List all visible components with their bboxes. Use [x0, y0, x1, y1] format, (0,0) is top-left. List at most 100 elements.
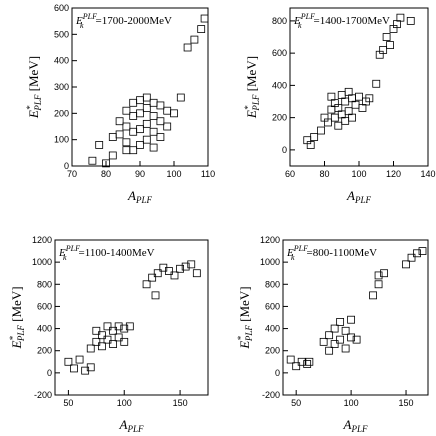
- point-box: [310, 133, 319, 141]
- point-box: [327, 105, 336, 114]
- point-box: [418, 247, 427, 255]
- y-tick-label: 0: [282, 145, 287, 155]
- point-box: [153, 269, 162, 278]
- point-box: [129, 146, 138, 155]
- point-box: [358, 104, 367, 112]
- ylabel-unit: [MeV]: [9, 286, 24, 325]
- y-tick-label: 1200: [32, 235, 52, 245]
- point-box: [108, 133, 117, 141]
- point-box: [374, 271, 383, 280]
- point-box: [330, 340, 339, 348]
- point-box: [120, 337, 129, 346]
- point-box: [114, 322, 123, 331]
- ann-rest: =1100-1400MeV: [79, 247, 155, 259]
- point-box: [176, 93, 185, 102]
- point-box: [86, 344, 95, 353]
- x-tick-label: 70: [67, 169, 77, 179]
- y-axis-label: E*PLF [MeV]: [243, 56, 261, 119]
- ylabel-sub: PLF: [244, 325, 254, 343]
- point-box: [156, 101, 165, 110]
- y-tick-label: 800: [37, 279, 52, 289]
- energy-annotation: EPLF k =1100-1400MeV: [58, 244, 155, 262]
- ylabel-main: E: [9, 341, 24, 350]
- point-box: [190, 35, 199, 44]
- point-box: [187, 260, 196, 269]
- point-box: [348, 113, 357, 122]
- point-box: [163, 122, 172, 131]
- x-tick-label: 50: [63, 398, 73, 408]
- point-box: [109, 340, 117, 348]
- point-box: [149, 143, 158, 152]
- ylabel-sup: *: [25, 105, 35, 110]
- ann-sup: PLF: [300, 12, 315, 21]
- x-tick-label: 90: [135, 169, 145, 179]
- point-box: [142, 93, 151, 102]
- point-box: [306, 141, 315, 149]
- ann-rest: =1400-1700MeV: [314, 15, 391, 27]
- point-box: [92, 326, 101, 335]
- xlabel-main: A: [119, 417, 128, 432]
- point-box: [352, 335, 361, 344]
- point-box: [197, 25, 206, 33]
- point-box: [114, 333, 123, 342]
- point-box: [103, 322, 112, 331]
- ann-rest: =800-1100MeV: [307, 247, 378, 259]
- y-tick-label: 800: [265, 279, 280, 289]
- y-tick-label: 200: [265, 346, 280, 356]
- point-box: [142, 104, 151, 112]
- y-tick-label: 600: [265, 301, 280, 311]
- point-box: [163, 106, 172, 115]
- energy-annotation: EPLF k =1400-1700MeV: [293, 12, 390, 30]
- point-box: [355, 92, 363, 101]
- point-box: [149, 112, 158, 120]
- point-box: [129, 98, 138, 107]
- point-box: [286, 355, 295, 364]
- y-tick-label: 500: [54, 29, 69, 39]
- ylabel-sup: *: [8, 336, 18, 341]
- y-tick-label: 200: [54, 108, 69, 118]
- point-box: [151, 291, 160, 300]
- y-tick-label: 600: [37, 301, 52, 311]
- point-box: [156, 117, 165, 126]
- xlabel-main: A: [343, 417, 352, 432]
- x-axis-label: APLF: [119, 417, 144, 434]
- point-box: [176, 264, 184, 273]
- point-box: [181, 262, 190, 271]
- point-box: [103, 335, 112, 344]
- point-box: [136, 141, 144, 149]
- point-box: [142, 135, 151, 144]
- ylabel-sup: *: [236, 336, 246, 341]
- point-box: [374, 280, 383, 289]
- xlabel-sub: PLF: [350, 424, 368, 434]
- x-tick-label: 100: [166, 169, 181, 179]
- point-box: [200, 14, 209, 23]
- point-box: [64, 357, 73, 366]
- ann-sub: k: [298, 21, 302, 30]
- point-box: [344, 87, 353, 96]
- x-tick-label: 50: [291, 398, 301, 408]
- x-tick-label: 80: [101, 169, 111, 179]
- point-box: [379, 46, 388, 54]
- point-box: [98, 342, 106, 351]
- point-box: [351, 100, 360, 109]
- point-box: [380, 269, 388, 278]
- ylabel-unit: [MeV]: [26, 56, 41, 95]
- point-box: [337, 91, 346, 99]
- point-box: [396, 13, 405, 22]
- point-box: [325, 346, 334, 355]
- point-box: [136, 125, 144, 134]
- ann-main: E: [58, 247, 66, 259]
- point-box: [344, 107, 353, 116]
- xlabel-sub: PLF: [135, 195, 153, 205]
- point-box: [70, 364, 78, 373]
- point-box: [120, 324, 129, 333]
- point-box: [382, 33, 391, 41]
- point-box: [341, 116, 350, 125]
- y-axis-label: E*PLF [MeV]: [25, 56, 43, 119]
- point-box: [330, 324, 339, 333]
- ylabel-sub: PLF: [251, 94, 261, 112]
- point-box: [88, 156, 97, 165]
- point-box: [336, 318, 345, 326]
